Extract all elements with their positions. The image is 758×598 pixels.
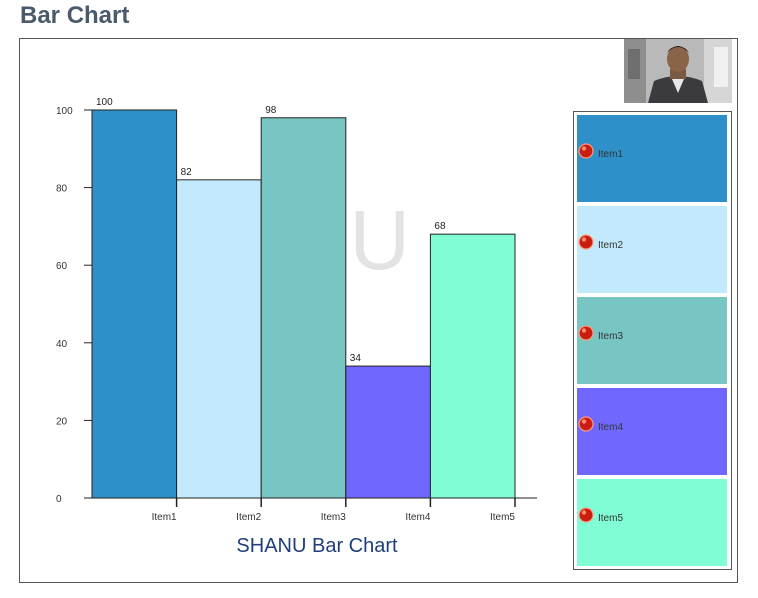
data-label: 34 [350, 353, 362, 364]
y-tick-label: 40 [56, 339, 68, 350]
x-tick-label: Item4 [405, 512, 430, 523]
chart-title: SHANU Bar Chart [236, 535, 398, 557]
data-label: 100 [96, 97, 113, 108]
x-tick-label: Item2 [236, 512, 261, 523]
legend-label: Item5 [598, 513, 624, 524]
red-bullet-icon [578, 234, 594, 250]
legend-label: Item2 [598, 240, 624, 251]
x-tick-label: Item1 [152, 512, 177, 523]
legend-item: Item3 [577, 297, 727, 384]
bar [176, 179, 262, 499]
legend-label: Item1 [598, 149, 624, 160]
page-title: Bar Chart [20, 2, 130, 29]
legend-label: Item4 [598, 422, 624, 433]
bar [345, 365, 431, 499]
avatar-photo-icon [624, 39, 732, 103]
bar [91, 109, 178, 499]
data-label: 82 [181, 167, 193, 178]
bar [429, 233, 516, 499]
x-tick-label: Item3 [321, 512, 346, 523]
y-tick-label: 100 [56, 106, 73, 117]
y-tick-label: 60 [56, 261, 68, 272]
legend-label: Item3 [598, 331, 624, 342]
y-tick-label: 80 [56, 184, 68, 195]
x-tick-label: Item5 [490, 512, 515, 523]
bar [260, 117, 347, 499]
data-label: 98 [265, 105, 277, 116]
y-tick-label: 0 [56, 494, 62, 505]
legend-item: Item5 [577, 479, 727, 566]
red-bullet-icon [578, 143, 594, 159]
legend-item: Item2 [577, 206, 727, 293]
chart-legend: Item1 Item2 Item3 Item4 [573, 111, 732, 570]
red-bullet-icon [578, 325, 594, 341]
data-label: 68 [434, 221, 446, 232]
y-tick-label: 20 [56, 416, 68, 427]
avatar [624, 39, 732, 103]
legend-item: Item4 [577, 388, 727, 475]
red-bullet-icon [578, 507, 594, 523]
red-bullet-icon [578, 416, 594, 432]
legend-item: Item1 [577, 115, 727, 202]
